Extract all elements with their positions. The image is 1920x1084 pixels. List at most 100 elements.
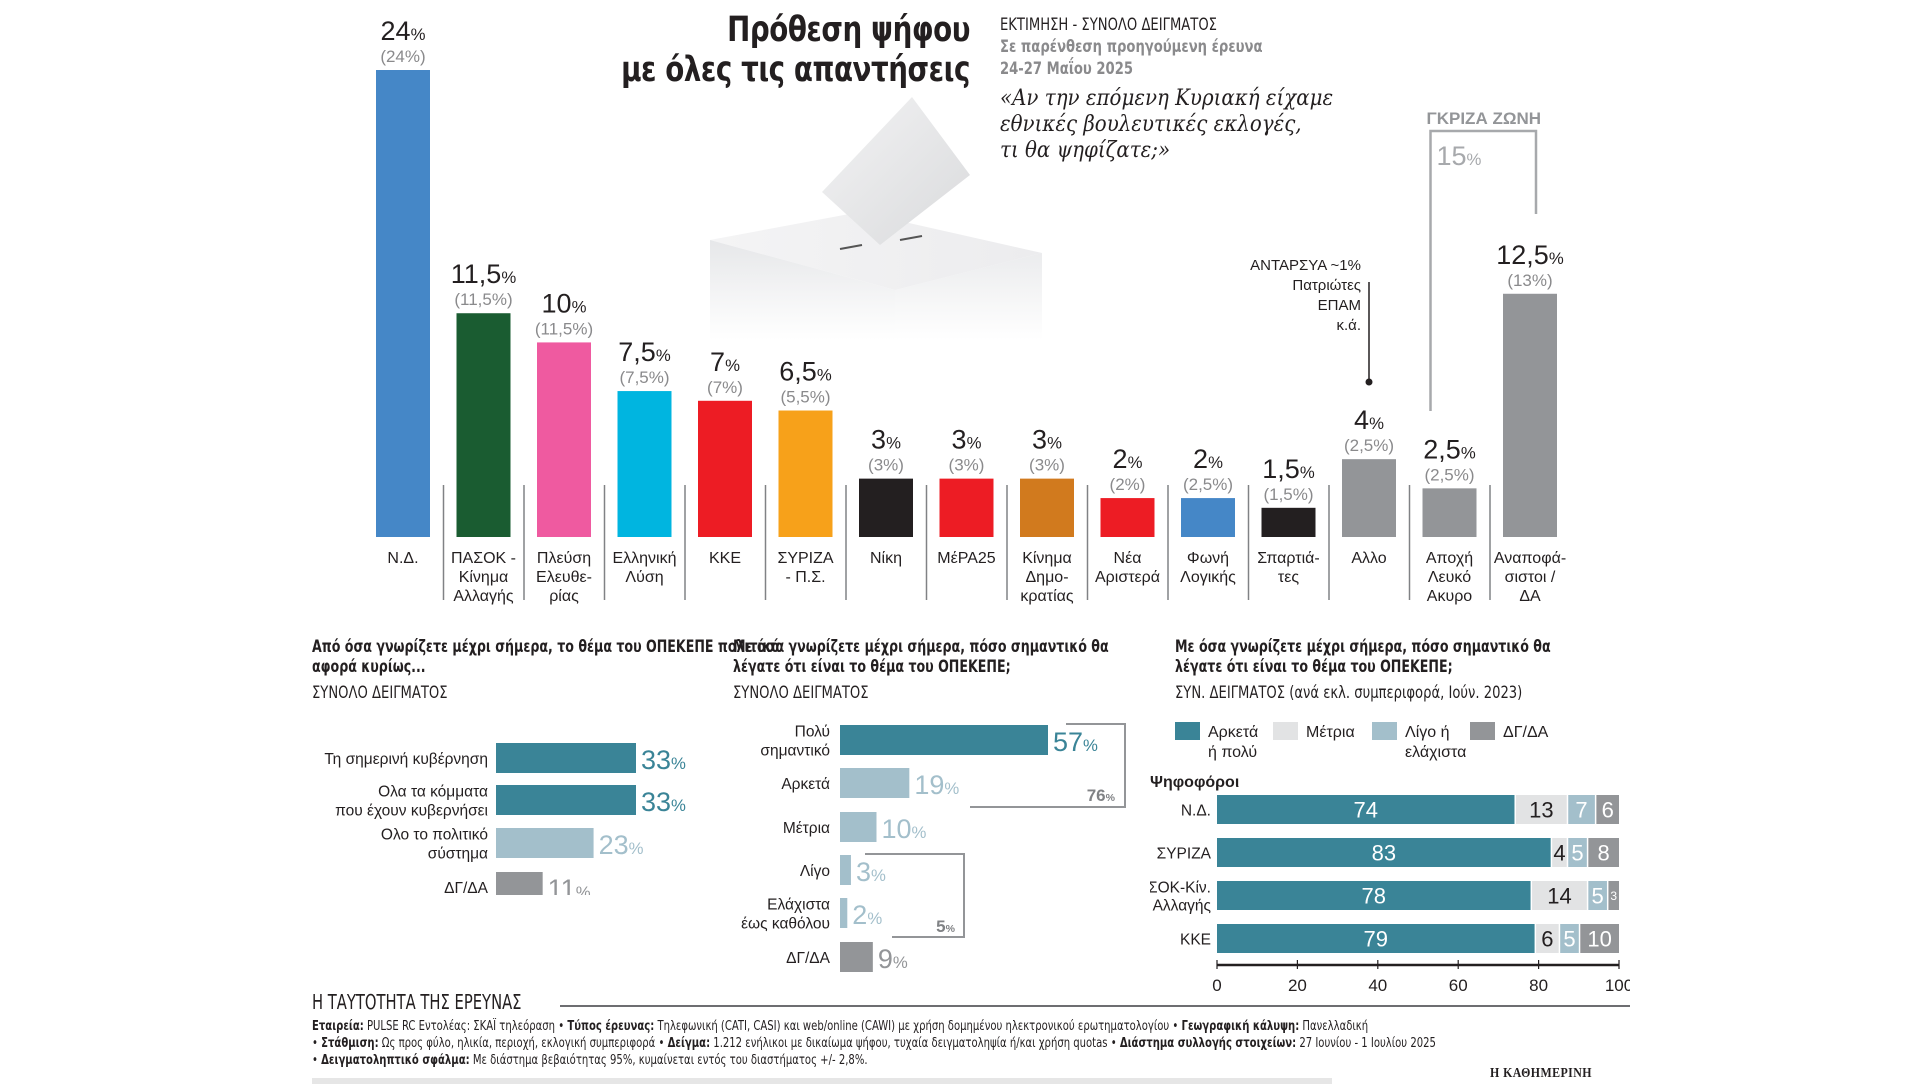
segment-value: 6: [1602, 797, 1614, 822]
bar-1: [840, 768, 910, 798]
opekepe-concern-chart: 33% Τη σημερινή κυβέρνηση 33% Ολα τα κόμματ…: [324, 743, 686, 895]
segment-3: [1596, 795, 1619, 824]
category-label: Ολα τα κόμματα: [378, 784, 488, 801]
value-label: 3%: [952, 425, 982, 455]
legend-label: ελάχιστα: [1405, 744, 1466, 761]
previous-value-label: (2,5%): [1344, 436, 1394, 455]
value-label: 10%: [881, 814, 926, 844]
grey-zone-bracket: [1429, 129, 1538, 411]
category-label: σιστοι /: [1505, 569, 1556, 586]
value-label: 10%: [542, 288, 587, 318]
category-label: ΚΚΕ: [709, 550, 741, 567]
segment-3: [1608, 881, 1619, 910]
bar-1: [456, 313, 511, 537]
legend-label: Λίγο ή: [1405, 724, 1449, 741]
segment-0: [1217, 881, 1531, 910]
survey-identity-line: Εταιρεία: PULSE RC Εντολέας: ΣΚΑΪ τηλεόρ…: [312, 1019, 1369, 1034]
category-label: Νίκη: [870, 550, 902, 567]
segment-value: 5: [1592, 883, 1604, 908]
segment-0: [1217, 795, 1515, 824]
segment-2: [1588, 881, 1607, 910]
previous-survey-date: 24-27 Μαΐου 2025: [1000, 59, 1134, 79]
category-label: ΔΑ: [1519, 588, 1541, 605]
legend-label: Αρκετά: [1208, 724, 1258, 741]
bracket-76: [970, 723, 1126, 808]
category-label: Κίνημα: [1022, 550, 1072, 567]
segment-value: 5: [1563, 926, 1575, 951]
value-label: 3%: [871, 425, 901, 455]
category-label: ΚΚΕ: [1180, 932, 1211, 949]
publisher-logo: Η ΚΑΘΗΜΕΡΙΝΗ: [1490, 1066, 1592, 1081]
other-parties-note: ΕΠΑΜ: [1318, 297, 1361, 314]
subchart1-title: Από όσα γνωρίζετε μέχρι σήμερα, το θέμα …: [312, 637, 822, 677]
x-tick-label: 40: [1368, 976, 1387, 995]
segment-2: [1568, 795, 1595, 824]
previous-value-label: (3%): [868, 456, 904, 475]
title-line-2: με όλες τις απαντήσεις: [621, 50, 970, 90]
segment-value: 78: [1362, 883, 1386, 908]
value-label: 2%: [852, 900, 882, 930]
category-label: ΠΑΣΟΚ -: [451, 550, 516, 567]
legend-swatch: [1175, 722, 1200, 740]
bar-7: [939, 478, 994, 537]
subchart3-title: Με όσα γνωρίζετε μέχρι σήμερα, πόσο σημα…: [1175, 637, 1551, 676]
previous-value-label: (5,5%): [780, 388, 830, 407]
value-label: 11,5%: [451, 259, 517, 289]
category-label: Πλεύση: [537, 550, 591, 567]
segment-value: 13: [1529, 797, 1553, 822]
subchart1-subtitle: ΣΥΝΟΛΟ ΔΕΙΓΜΑΤΟΣ: [312, 683, 448, 703]
survey-identity-line: • Στάθμιση: Ως προς φύλο, ηλικία, περιοχ…: [312, 1036, 1436, 1051]
x-tick-label: 0: [1212, 976, 1221, 995]
bar-9: [1100, 498, 1155, 537]
category-label: Ακυρο: [1427, 588, 1473, 605]
value-label: 7%: [710, 347, 740, 377]
category-label: ΜέΡΑ25: [937, 550, 996, 567]
category-label: Ν.Δ.: [1181, 803, 1211, 820]
value-label: 4%: [1354, 405, 1384, 435]
x-tick-label: 80: [1529, 976, 1548, 995]
ballot-box-icon: [710, 97, 1042, 340]
segment-value: 7: [1575, 797, 1587, 822]
survey-field-value: Ως προς φύλο, ηλικία, περιοχή, εκλογική …: [378, 1036, 656, 1051]
segment-1: [1515, 795, 1567, 824]
survey-field-key: Δείγμα:: [667, 1036, 711, 1051]
survey-identity-text: Εταιρεία: PULSE RC Εντολέας: ΣΚΑΪ τηλεόρ…: [312, 1018, 1602, 1069]
previous-value-label: (2,5%): [1183, 475, 1233, 494]
bar-3: [617, 391, 672, 537]
survey-field-value: PULSE RC Εντολέας: ΣΚΑΪ τηλεόραση: [363, 1019, 556, 1034]
previous-value-label: (1,5%): [1263, 485, 1313, 504]
segment-2: [1560, 924, 1579, 953]
value-label: 3%: [1032, 425, 1062, 455]
subchart1-title-text: Από όσα γνωρίζετε μέχρι σήμερα, το θέμα …: [312, 637, 781, 676]
question-line: εθνικές βουλευτικές εκλογές,: [1000, 112, 1302, 137]
bar-1: [496, 785, 636, 815]
category-label: Πολύ: [795, 724, 830, 741]
segment-3: [1588, 838, 1619, 867]
value-label: 2,5%: [1423, 434, 1476, 464]
legend-swatch: [1372, 722, 1397, 740]
survey-field-key: Εταιρεία:: [312, 1019, 364, 1034]
group-label: Ψηφοφόροι: [1150, 774, 1239, 791]
survey-field-key: Διάστημα συλλογής στοιχείων:: [1119, 1036, 1297, 1051]
bracket-5-label: 5%: [936, 917, 955, 936]
grey-zone-label: ΓΚΡΙΖΑ ΖΩΝΗ: [1427, 109, 1542, 128]
annotation-dot: [1365, 378, 1373, 386]
grey-zone-value: 15%: [1437, 141, 1482, 171]
segment-value: 74: [1353, 797, 1377, 822]
segment-value: 6: [1541, 926, 1553, 951]
category-label: σύστημα: [428, 846, 488, 863]
segment-value: 83: [1372, 840, 1396, 865]
survey-field-value: Με διάστημα βεβαιότητας 95%, κυμαίνεται …: [469, 1053, 868, 1068]
category-label: κρατίας: [1020, 588, 1073, 605]
segment-0: [1217, 924, 1535, 953]
segment-3: [1580, 924, 1619, 953]
segment-1: [1536, 924, 1559, 953]
segment-value: 3: [1610, 889, 1617, 903]
category-label: - Π.Σ.: [785, 569, 825, 586]
bar-4: [698, 400, 752, 537]
other-parties-note: κ.ά.: [1336, 317, 1361, 334]
bracket-76-label: 76%: [1087, 786, 1116, 805]
bar-5: [778, 410, 833, 537]
category-label: ρίας: [549, 588, 579, 605]
segment-value: 14: [1547, 883, 1571, 908]
